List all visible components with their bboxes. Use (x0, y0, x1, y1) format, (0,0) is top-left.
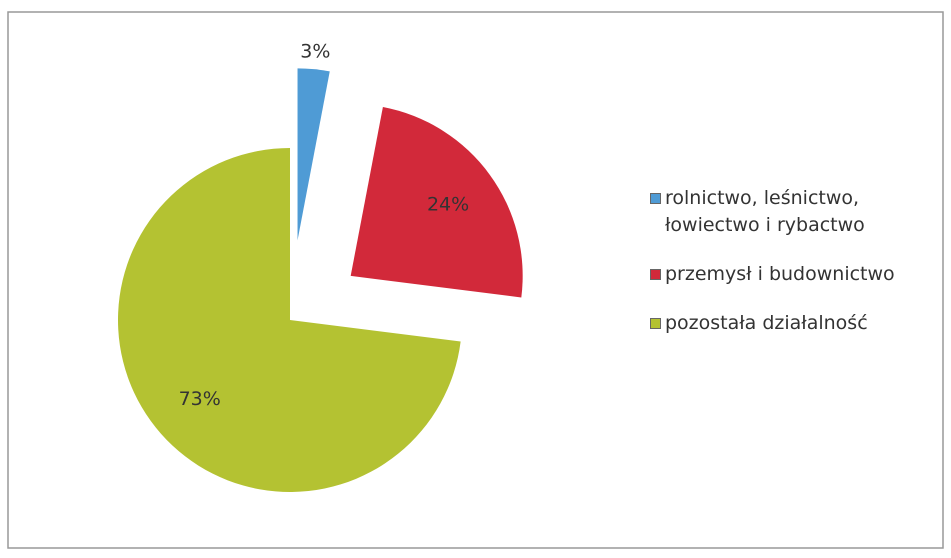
legend-item: rolnictwo, leśnictwo, łowiectwo i rybact… (650, 185, 920, 239)
legend-label: pozostała działalność (665, 312, 868, 334)
chart-frame (7, 11, 944, 549)
data-label: 73% (179, 388, 221, 410)
legend-label: rolnictwo, leśnictwo, łowiectwo i rybact… (665, 187, 865, 236)
data-label: 24% (427, 194, 469, 216)
legend-swatch (650, 193, 661, 204)
pie-slice (297, 68, 330, 241)
legend-swatch (650, 269, 661, 280)
legend-item: pozostała działalność (650, 310, 920, 337)
legend-label: przemysł i budownictwo (665, 263, 895, 285)
pie-slice (117, 148, 461, 492)
pie-slice (350, 106, 523, 298)
legend: rolnictwo, leśnictwo, łowiectwo i rybact… (650, 185, 920, 359)
legend-swatch (650, 318, 661, 329)
data-label: 3% (300, 40, 330, 62)
legend-item: przemysł i budownictwo (650, 261, 920, 288)
